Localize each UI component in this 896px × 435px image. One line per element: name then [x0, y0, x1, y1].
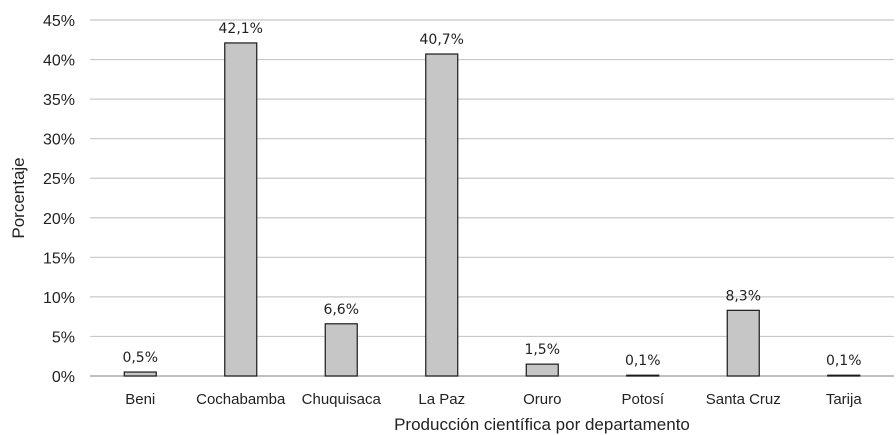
category-label: Tarija: [826, 391, 863, 408]
category-label: Chuquisaca: [302, 391, 382, 408]
category-label: Santa Cruz: [706, 391, 781, 408]
gridlines: [90, 19, 894, 377]
y-tick-label: 30%: [43, 132, 75, 149]
y-tick-label: 25%: [43, 171, 75, 188]
data-label: 0,1%: [826, 353, 862, 369]
y-tick-label: 5%: [52, 329, 75, 346]
bars: [123, 42, 861, 377]
bar-7: [827, 374, 861, 377]
bar-1: [224, 42, 258, 377]
category-label: Oruro: [523, 391, 561, 408]
bar-2: [324, 323, 358, 377]
category-label: La Paz: [418, 391, 465, 408]
bar-5: [626, 374, 660, 377]
bar-6: [726, 309, 760, 377]
bar-4: [525, 363, 559, 377]
data-label: 0,1%: [625, 353, 661, 369]
data-label: 1,5%: [524, 342, 560, 358]
y-tick-label: 0%: [52, 369, 75, 386]
bar-0: [123, 371, 157, 377]
data-label: 8,3%: [725, 288, 761, 304]
bar-3: [425, 53, 459, 377]
data-labels: 0,5% 42,1% 6,6% 40,7% 1,5% 0,1% 8,3% 0,1%: [122, 21, 861, 369]
y-tick-label: 10%: [43, 290, 75, 307]
category-label: Cochabamba: [196, 391, 286, 408]
y-tick-label: 40%: [43, 53, 75, 70]
x-axis-title: Producción científica por departamento: [394, 415, 690, 434]
y-tick-label: 15%: [43, 250, 75, 267]
y-axis-title: Porcentaje: [9, 157, 28, 238]
y-tick-label: 20%: [43, 211, 75, 228]
category-label: Potosí: [621, 391, 664, 408]
data-label: 40,7%: [420, 32, 464, 48]
y-tick-label: 35%: [43, 92, 75, 109]
x-axis-categories: Beni Cochabamba Chuquisaca La Paz Oruro Potos…: [125, 391, 862, 408]
y-tick-label: 45%: [43, 13, 75, 30]
category-label: Beni: [125, 391, 155, 408]
data-label: 0,5%: [122, 350, 158, 366]
y-axis-ticks: 0% 5% 10% 15% 20% 25% 30% 35% 40% 45%: [43, 13, 75, 386]
data-label: 6,6%: [323, 302, 359, 318]
data-label: 42,1%: [219, 21, 263, 37]
